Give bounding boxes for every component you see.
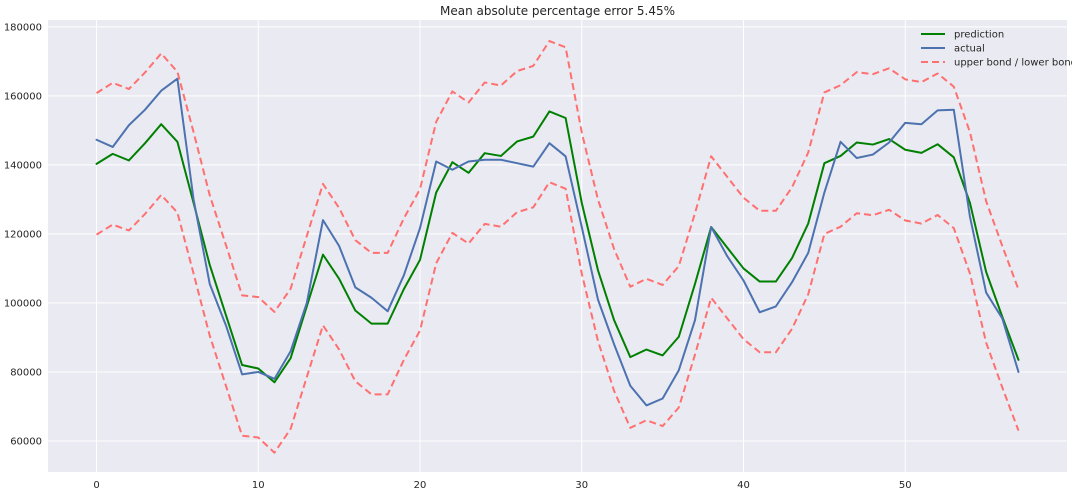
legend: prediction actual upper bond / lower bond xyxy=(921,30,1072,69)
x-tick-label: 40 xyxy=(737,480,750,491)
series-line-2 xyxy=(95,40,1020,313)
series-line-1 xyxy=(95,77,1020,407)
legend-label: prediction xyxy=(954,30,1004,41)
x-tick-label: 30 xyxy=(575,480,588,491)
y-tick-label: 120000 xyxy=(4,229,42,240)
chart-title: Mean absolute percentage error 5.45% xyxy=(440,4,675,18)
legend-label: upper bond / lower bond xyxy=(954,58,1072,69)
y-tick-label: 60000 xyxy=(10,436,42,447)
axis-tick-labels: 60000 80000 100000 120000 140000 160000 180000… xyxy=(4,22,912,491)
y-tick-label: 160000 xyxy=(4,91,42,102)
x-tick-label: 0 xyxy=(93,480,99,491)
y-tick-label: 180000 xyxy=(4,22,42,33)
y-tick-label: 80000 xyxy=(10,367,42,378)
series-line-0 xyxy=(95,110,1020,384)
series-line-3 xyxy=(95,181,1020,454)
x-tick-label: 10 xyxy=(252,480,265,491)
legend-label: actual xyxy=(954,44,985,55)
y-tick-label: 140000 xyxy=(4,160,42,171)
plot-area xyxy=(48,20,1067,472)
x-tick-label: 20 xyxy=(414,480,427,491)
series-lines xyxy=(95,40,1020,454)
y-tick-label: 100000 xyxy=(4,298,42,309)
x-tick-label: 50 xyxy=(899,480,912,491)
